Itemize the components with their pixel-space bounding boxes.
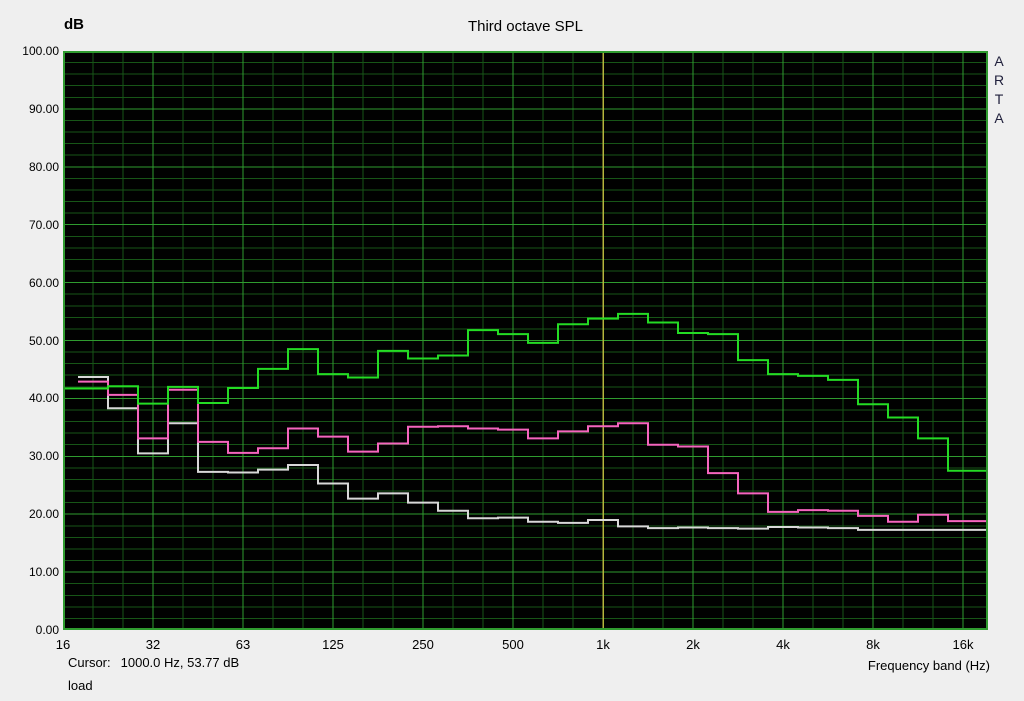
- watermark-letter: A: [994, 110, 1004, 126]
- curve-name-label: load: [68, 678, 93, 693]
- x-tick-label: 32: [145, 637, 161, 652]
- x-tick-label: 500: [502, 637, 524, 652]
- watermark-letter: T: [994, 91, 1004, 107]
- cursor-readout-label: Cursor:: [68, 655, 111, 670]
- x-tick-label: 250: [412, 637, 434, 652]
- y-tick-label: 20.00: [28, 507, 59, 522]
- y-tick-label: 80.00: [28, 159, 59, 174]
- y-tick-label: 0.00: [35, 623, 59, 637]
- y-tick-label: 90.00: [28, 101, 59, 116]
- y-tick-label: 10.00: [28, 565, 59, 580]
- chart-title: Third octave SPL: [467, 18, 584, 35]
- y-tick-label: 70.00: [28, 217, 59, 232]
- x-tick-label: 16: [55, 637, 71, 652]
- series-magenta: [78, 380, 988, 523]
- x-tick-label: 1k: [596, 637, 610, 652]
- plot-area[interactable]: [63, 51, 988, 630]
- x-tick-label: 8k: [866, 637, 880, 652]
- y-tick-label: 40.00: [28, 391, 59, 406]
- watermark-letter: A: [994, 53, 1004, 69]
- x-tick-label: 63: [235, 637, 251, 652]
- y-axis-unit-label: dB: [64, 16, 84, 33]
- series-green: [63, 312, 988, 472]
- y-tick-label: 30.00: [28, 449, 59, 464]
- x-tick-label: 125: [322, 637, 344, 652]
- x-axis-title: Frequency band (Hz): [867, 658, 990, 673]
- y-tick-label: 50.00: [28, 333, 59, 348]
- x-tick-label: 16k: [952, 637, 974, 652]
- y-tick-label: 60.00: [28, 275, 59, 290]
- x-tick-label: 2k: [686, 637, 700, 652]
- series-white: [78, 375, 988, 531]
- watermark-letter: R: [993, 72, 1005, 88]
- cursor-readout-value: 1000.0 Hz, 53.77 dB: [120, 655, 240, 670]
- x-tick-label: 4k: [776, 637, 790, 652]
- cursor-readout: Cursor: 1000.0 Hz, 53.77 dB: [68, 655, 239, 670]
- y-tick-label: 100.00: [22, 44, 59, 58]
